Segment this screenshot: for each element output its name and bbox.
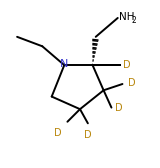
Text: NH: NH xyxy=(119,12,134,22)
Text: D: D xyxy=(128,78,136,88)
Text: 2: 2 xyxy=(132,16,137,25)
Text: D: D xyxy=(54,128,62,138)
Text: D: D xyxy=(123,60,131,70)
Text: D: D xyxy=(115,103,123,113)
Text: N: N xyxy=(60,59,68,69)
Text: D: D xyxy=(84,130,92,140)
